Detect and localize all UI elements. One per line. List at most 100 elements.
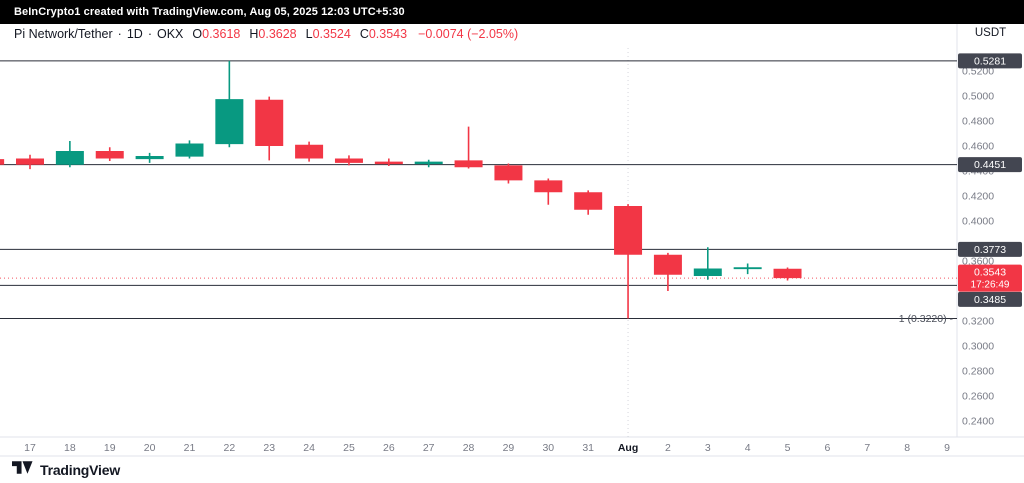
x-axis-label: 30 bbox=[542, 442, 554, 454]
candle-body bbox=[733, 267, 762, 270]
y-axis-tick: 0.4200 bbox=[962, 191, 994, 203]
separator-dot: · bbox=[147, 27, 152, 41]
x-axis-label: 26 bbox=[383, 442, 395, 454]
candle[interactable] bbox=[135, 152, 164, 163]
x-axis-label: 28 bbox=[463, 442, 475, 454]
price-level-badge-text: 0.3485 bbox=[974, 294, 1006, 306]
x-axis-label: 18 bbox=[64, 442, 76, 454]
y-axis-tick: 0.2800 bbox=[962, 366, 994, 378]
x-axis-label: 6 bbox=[824, 442, 830, 454]
price-level-badge bbox=[958, 291, 1022, 307]
y-axis-tick: 0.3600 bbox=[962, 256, 994, 268]
x-axis-label: 2 bbox=[665, 442, 671, 454]
close-readout: C0.3543 bbox=[360, 27, 407, 41]
candle[interactable] bbox=[733, 263, 762, 275]
candle-body bbox=[773, 268, 802, 279]
high-value: 0.3628 bbox=[258, 27, 297, 41]
price-level-badge-text: 0.3773 bbox=[974, 244, 1006, 256]
candle[interactable] bbox=[574, 190, 603, 215]
attribution-text: BeInCrypto1 created with TradingView.com… bbox=[14, 6, 405, 18]
x-axis-label: 9 bbox=[944, 442, 950, 454]
exchange-label: OKX bbox=[156, 27, 184, 41]
candle-body bbox=[614, 206, 643, 255]
candle[interactable] bbox=[175, 140, 204, 159]
last-price-countdown: 17:26:49 bbox=[971, 280, 1010, 291]
y-axis-tick: 0.4800 bbox=[962, 116, 994, 128]
candle-body bbox=[534, 180, 563, 193]
y-axis-tick: 0.2600 bbox=[962, 391, 994, 403]
candle[interactable] bbox=[295, 141, 324, 162]
x-axis-label: 27 bbox=[423, 442, 435, 454]
position-label[interactable]: 1 (0.3220) - bbox=[899, 313, 954, 325]
candle-body bbox=[693, 268, 722, 276]
price-level-badge bbox=[958, 157, 1022, 173]
candle[interactable] bbox=[0, 157, 5, 167]
close-value: 0.3543 bbox=[368, 27, 408, 41]
candle[interactable] bbox=[334, 155, 363, 166]
x-axis-label: 19 bbox=[104, 442, 116, 454]
candle[interactable] bbox=[414, 159, 443, 168]
candle[interactable] bbox=[16, 154, 44, 170]
x-axis-label: 29 bbox=[503, 442, 515, 454]
candle[interactable] bbox=[534, 178, 563, 205]
candle[interactable] bbox=[374, 158, 403, 167]
candle-body bbox=[95, 151, 124, 159]
candle[interactable] bbox=[773, 267, 802, 281]
candle[interactable] bbox=[653, 252, 682, 291]
candle-body bbox=[295, 144, 324, 159]
x-axis-label: 24 bbox=[303, 442, 315, 454]
x-axis-label: 25 bbox=[343, 442, 355, 454]
price-level-badge bbox=[958, 53, 1022, 69]
x-axis-label: 23 bbox=[263, 442, 275, 454]
candle-body bbox=[255, 99, 284, 146]
candle[interactable] bbox=[215, 60, 244, 148]
candle[interactable] bbox=[95, 147, 124, 161]
candle[interactable] bbox=[255, 96, 284, 161]
candle[interactable] bbox=[55, 141, 84, 168]
y-axis-tick: 0.5000 bbox=[962, 91, 994, 103]
price-axis[interactable]: 0.52000.50000.48000.46000.44000.42000.40… bbox=[958, 53, 1022, 428]
x-axis-label: 3 bbox=[705, 442, 711, 454]
high-letter: H bbox=[249, 27, 259, 41]
symbol-title[interactable]: Pi Network/Tether bbox=[14, 27, 113, 41]
last-price-value: 0.3543 bbox=[974, 267, 1006, 279]
candle-body bbox=[0, 159, 5, 165]
tradingview-wordmark: TradingView bbox=[40, 462, 121, 478]
x-axis-label: 21 bbox=[184, 442, 196, 454]
candle[interactable] bbox=[693, 247, 722, 280]
tradingview-attribution[interactable]: TradingView bbox=[12, 458, 120, 482]
x-axis-label: 17 bbox=[24, 442, 36, 454]
attribution-bar: BeInCrypto1 created with TradingView.com… bbox=[0, 0, 1024, 24]
x-axis-label: 8 bbox=[904, 442, 910, 454]
candle-body bbox=[175, 143, 204, 157]
open-value: 0.3618 bbox=[202, 27, 241, 41]
x-axis-label: 31 bbox=[582, 442, 594, 454]
quote-currency-label: USDT bbox=[974, 27, 1007, 39]
candle-body bbox=[135, 156, 164, 160]
candle[interactable] bbox=[494, 163, 523, 184]
change-value: −0.0074 (−2.05%) bbox=[418, 27, 519, 41]
open-readout: O0.3618 bbox=[192, 27, 240, 41]
candle-body bbox=[16, 158, 44, 165]
x-axis-label: 20 bbox=[144, 442, 156, 454]
low-readout: L0.3524 bbox=[306, 27, 351, 41]
y-axis-tick: 0.5200 bbox=[962, 66, 994, 78]
low-value: 0.3524 bbox=[312, 27, 351, 41]
candle-body bbox=[414, 161, 443, 165]
candle[interactable] bbox=[614, 204, 643, 319]
candle-body bbox=[374, 161, 403, 165]
candle-body bbox=[454, 160, 483, 168]
interval-label[interactable]: 1D bbox=[126, 27, 143, 41]
x-axis-label: 7 bbox=[864, 442, 870, 454]
candle-body bbox=[653, 254, 682, 275]
price-level-badge bbox=[958, 241, 1022, 257]
high-readout: H0.3628 bbox=[249, 27, 296, 41]
candle-body bbox=[55, 151, 84, 165]
time-axis[interactable]: 17 18 19 20 21 22 23 24 25 26 27 28 29 30 31 Aug 2 3 4 5 6 7 8… bbox=[24, 442, 950, 454]
candle[interactable] bbox=[454, 126, 483, 169]
separator-dot: · bbox=[117, 27, 122, 41]
candle-body bbox=[494, 165, 523, 181]
price-level-badge-text: 0.5281 bbox=[974, 55, 1006, 67]
chart-legend: Pi Network/Tether · 1D · OKX O0.3618 H0.… bbox=[14, 27, 518, 41]
